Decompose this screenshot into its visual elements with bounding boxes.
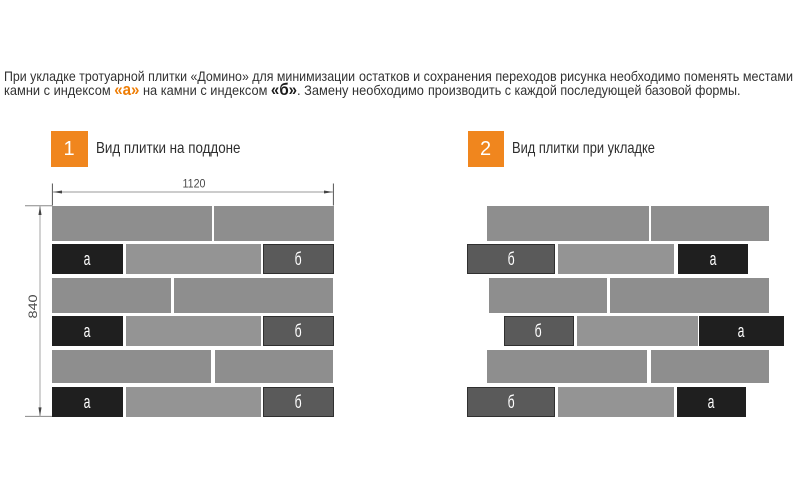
svg-text:840: 840 <box>26 294 40 318</box>
svg-text:1120: 1120 <box>183 176 206 190</box>
